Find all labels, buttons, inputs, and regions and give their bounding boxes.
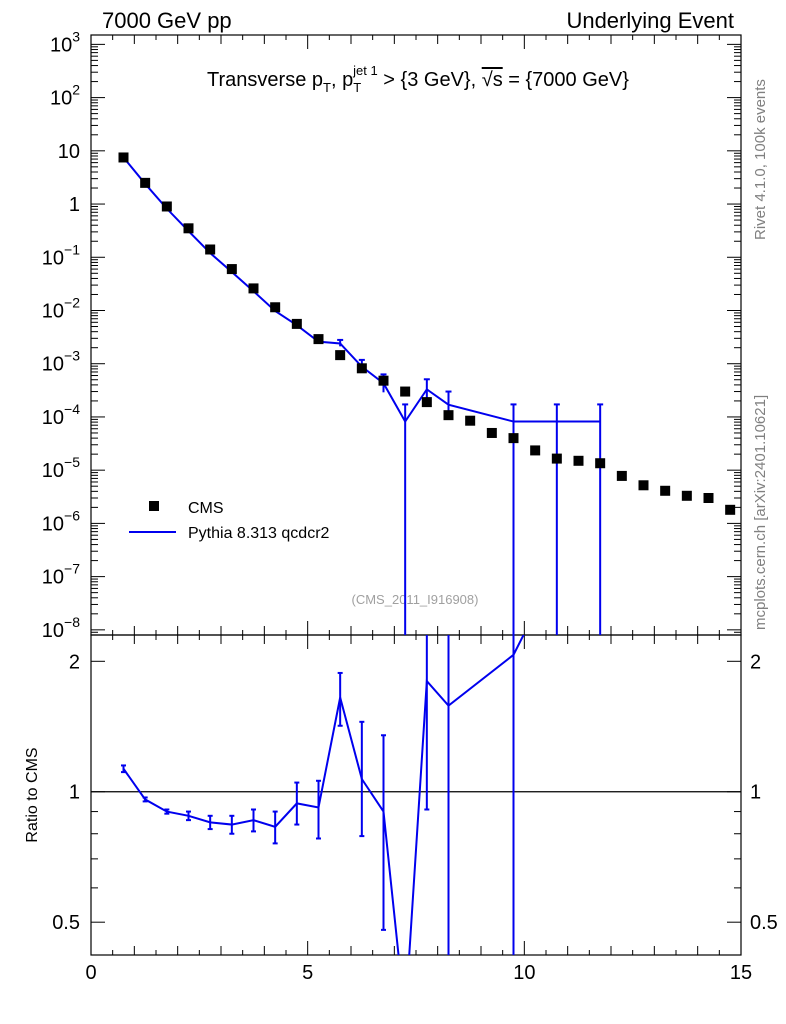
main-y-tick-label: 10−1: [42, 241, 80, 269]
cms-data-point: [660, 485, 671, 496]
cms-data-point: [508, 433, 519, 444]
cms-data-point: [205, 244, 216, 255]
header-right: Underlying Event: [566, 8, 734, 33]
ratio-y-tick-label-left: 1: [69, 782, 80, 804]
cms-data-point: [530, 445, 541, 456]
ratio-y-axis-label: Ratio to CMS: [24, 747, 41, 842]
main-y-tick-label: 10−5: [42, 454, 80, 482]
legend-label-mc: Pythia 8.313 qcdcr2: [188, 525, 330, 542]
main-y-tick-label: 10−4: [42, 401, 80, 429]
analysis-watermark: (CMS_2011_I916908): [352, 592, 479, 607]
legend-label-cms: CMS: [188, 500, 224, 517]
ratio-y-tick-label-right: 2: [750, 651, 761, 673]
cms-data-point: [226, 264, 237, 275]
main-y-tick-label: 10: [58, 141, 80, 163]
cms-data-point: [703, 492, 714, 503]
cms-data-point: [443, 410, 454, 421]
cms-data-point: [725, 504, 736, 515]
main-y-tick-label: 10−7: [42, 561, 80, 589]
cms-data-point: [335, 350, 346, 361]
cms-data-point: [140, 177, 151, 188]
cms-data-point: [551, 453, 562, 464]
ratio-plot-area: [121, 635, 525, 955]
ratio-series-line: [122, 635, 525, 955]
ratio-frame: [90, 634, 742, 956]
mc-series-line: [122, 156, 601, 424]
cms-data-point: [378, 375, 389, 386]
ratio-y-tick-label-left: 2: [69, 651, 80, 673]
cms-data-point: [400, 386, 411, 397]
main-y-tick-label: 1: [69, 194, 80, 216]
cms-data-point: [595, 458, 606, 469]
ratio-x-tick-label: 10: [513, 962, 535, 984]
cms-data-point: [681, 490, 692, 501]
main-y-tick-label: 10−8: [42, 614, 80, 642]
cms-data-point: [248, 283, 259, 294]
main-y-tick-label: 10−2: [42, 294, 80, 322]
cms-data-point: [183, 223, 194, 234]
legend-marker-cms: [149, 501, 159, 511]
main-frame: [90, 34, 742, 636]
cms-data-point: [291, 318, 302, 329]
cms-data-point: [486, 427, 497, 438]
main-y-tick-label: 102: [50, 82, 80, 110]
cms-data-point: [421, 397, 432, 408]
cms-data-point: [465, 415, 476, 426]
ratio-x-tick-label: 5: [302, 962, 313, 984]
main-y-tick-label: 103: [50, 28, 80, 56]
cms-data-point: [313, 334, 324, 345]
main-plot-area: [118, 152, 736, 635]
cms-data-point: [270, 302, 281, 313]
cms-data-point: [118, 152, 129, 163]
main-y-tick-label: 10−3: [42, 348, 80, 376]
cms-data-point: [638, 480, 649, 491]
ratio-y-tick-label-left: 0.5: [52, 912, 80, 934]
cms-data-point: [573, 455, 584, 466]
main-y-tick-label: 10−6: [42, 507, 80, 535]
cms-data-point: [356, 363, 367, 374]
chart-title: Transverse pT, pTjet 1 > {3 GeV}, √s = {…: [207, 63, 629, 95]
ratio-x-tick-label: 0: [85, 962, 96, 984]
ratio-x-tick-label: 15: [730, 962, 752, 984]
cms-data-point: [616, 470, 627, 481]
ratio-y-tick-label-right: 0.5: [750, 912, 778, 934]
cms-data-point: [161, 201, 172, 212]
header-left: 7000 GeV pp: [102, 8, 232, 33]
ratio-y-tick-label-right: 1: [750, 782, 761, 804]
